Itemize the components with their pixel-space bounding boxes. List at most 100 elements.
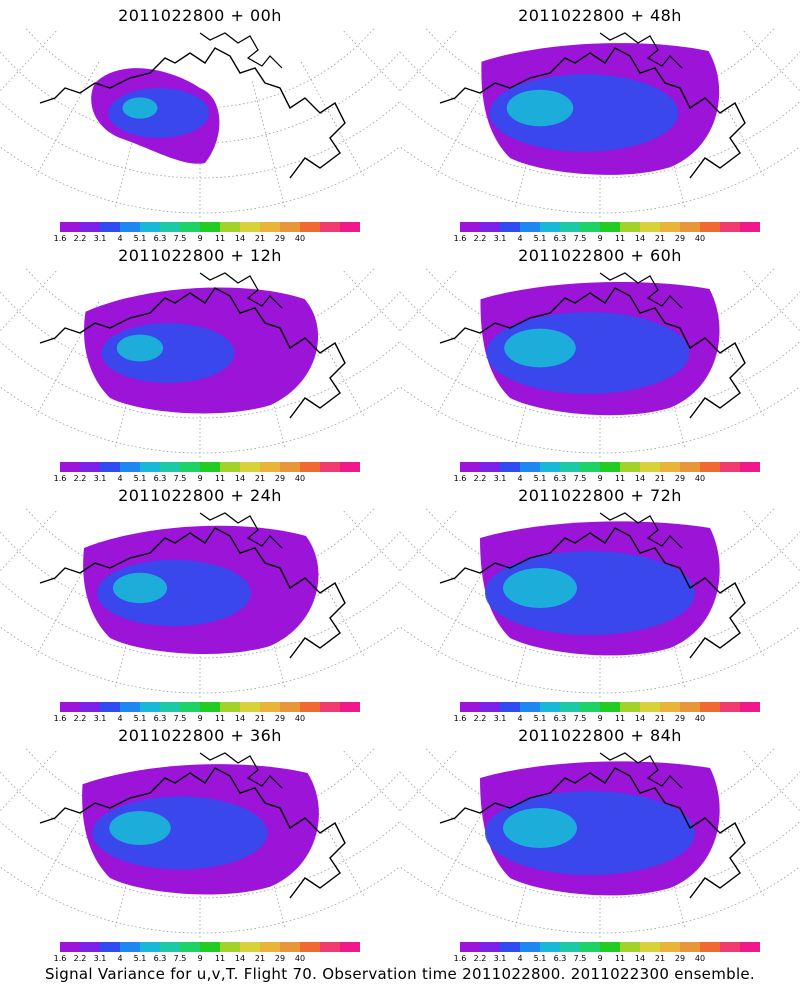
- coastline: [439, 47, 746, 179]
- colorbar-tick-label: 21: [654, 234, 666, 243]
- colorbar-tick-label: 29: [674, 714, 686, 723]
- coastline-islands: [199, 752, 283, 789]
- colorbar-segment: [80, 462, 100, 472]
- colorbar-tick-label: 9: [597, 954, 603, 963]
- map-panel: 2011022800 + 00h 1.6 2.2 3.1 4 5.1 6.3 7.5 9 11 14…: [0, 0, 400, 243]
- colorbar-segment: [320, 942, 340, 952]
- colorbar: [60, 942, 360, 952]
- colorbar-segment: [280, 942, 300, 952]
- coastline: [39, 287, 346, 419]
- colorbar-segment: [460, 942, 480, 952]
- variance-contour-high: [503, 808, 577, 848]
- colorbar-segment: [520, 702, 540, 712]
- colorbar-tick-label: 4: [517, 474, 523, 483]
- variance-field: [82, 764, 319, 895]
- colorbar-segment: [640, 462, 660, 472]
- colorbar-tick-label: 7.5: [573, 234, 587, 243]
- colorbar-segment: [500, 702, 520, 712]
- coastline-islands: [199, 32, 283, 69]
- colorbar-segment: [700, 462, 720, 472]
- colorbar-tick-label: 6.3: [553, 954, 567, 963]
- colorbar-tick-label: 11: [614, 234, 626, 243]
- colorbar-tick-label: 1.6: [453, 234, 467, 243]
- variance-contour-high: [503, 568, 577, 608]
- colorbar-segment: [200, 222, 220, 232]
- colorbar-tick-label: 9: [197, 954, 203, 963]
- colorbar-segment: [120, 942, 140, 952]
- colorbar-tick-label: 2.2: [73, 474, 87, 483]
- coastline: [439, 527, 746, 659]
- colorbar-tick-label: 7.5: [173, 714, 187, 723]
- colorbar-segment: [300, 462, 320, 472]
- colorbar-segment: [740, 462, 760, 472]
- colorbar-segment: [260, 942, 280, 952]
- colorbar-segment: [260, 702, 280, 712]
- colorbar-tick-label: 1.6: [53, 954, 67, 963]
- colorbar: [460, 942, 760, 952]
- colorbar-tick-label: 5.1: [533, 234, 547, 243]
- variance-field: [91, 68, 220, 164]
- colorbar-segment: [560, 942, 580, 952]
- colorbar-segment: [480, 942, 500, 952]
- colorbar-segment: [220, 462, 240, 472]
- colorbar-tick-label: 7.5: [173, 954, 187, 963]
- colorbar-labels: 1.6 2.2 3.1 4 5.1 6.3 7.5 9 11 14 21 29 40: [54, 954, 360, 966]
- colorbar-segment: [640, 702, 660, 712]
- colorbar-tick-label: 3.1: [493, 954, 507, 963]
- colorbar-tick-label: 1.6: [53, 474, 67, 483]
- colorbar-tick-label: 21: [654, 474, 666, 483]
- colorbar-tick-label: 29: [274, 954, 286, 963]
- colorbar-tick-label: 9: [597, 714, 603, 723]
- map-panel: 2011022800 + 72h 1.6 2.2 3.1 4 5.1 6.3 7.5 9 11 14…: [400, 480, 800, 723]
- colorbar-tick-label: 5.1: [133, 474, 147, 483]
- colorbar-segment: [160, 702, 180, 712]
- variance-contour-high: [113, 572, 167, 604]
- colorbar-tick-label: 21: [654, 954, 666, 963]
- colorbar-segment: [740, 222, 760, 232]
- colorbar-segment: [480, 222, 500, 232]
- colorbar-tick-label: 21: [654, 714, 666, 723]
- colorbar-segment: [340, 222, 360, 232]
- map-panel: 2011022800 + 84h 1.6 2.2 3.1 4 5.1 6.3 7.5 9 11 14…: [400, 720, 800, 963]
- colorbar-segment: [640, 942, 660, 952]
- colorbar-tick-label: 4: [517, 714, 523, 723]
- colorbar-segment: [80, 702, 100, 712]
- colorbar-tick-label: 40: [294, 714, 306, 723]
- colorbar-tick-label: 3.1: [493, 234, 507, 243]
- colorbar-segment: [720, 702, 740, 712]
- colorbar-segment: [320, 222, 340, 232]
- colorbar-segment: [280, 702, 300, 712]
- colorbar-segment: [140, 462, 160, 472]
- colorbar-tick-label: 6.3: [153, 234, 167, 243]
- map-panel: 2011022800 + 60h 1.6 2.2 3.1 4 5.1 6.3 7.5 9 11 14…: [400, 240, 800, 483]
- colorbar-segment: [220, 942, 240, 952]
- colorbar-segment: [620, 462, 640, 472]
- colorbar-tick-label: 11: [214, 714, 226, 723]
- colorbar-segment: [500, 222, 520, 232]
- colorbar-segment: [160, 462, 180, 472]
- colorbar-tick-label: 1.6: [53, 714, 67, 723]
- panel-title: 2011022800 + 72h: [518, 486, 682, 505]
- colorbar-segment: [520, 942, 540, 952]
- colorbar-tick-label: 29: [274, 474, 286, 483]
- polar-map: [0, 28, 400, 218]
- panel-title: 2011022800 + 24h: [118, 486, 282, 505]
- colorbar-tick-label: 3.1: [493, 714, 507, 723]
- colorbar-segment: [660, 462, 680, 472]
- coastline: [439, 767, 746, 899]
- colorbar-segment: [180, 222, 200, 232]
- colorbar-segment: [560, 222, 580, 232]
- colorbar-tick-label: 11: [214, 234, 226, 243]
- variance-contour-high: [122, 97, 158, 119]
- colorbar-tick-label: 14: [234, 954, 246, 963]
- colorbar-segment: [580, 222, 600, 232]
- polar-map: [400, 28, 800, 218]
- colorbar-segment: [180, 942, 200, 952]
- colorbar: [460, 462, 760, 472]
- polar-map: [0, 748, 400, 938]
- colorbar-tick-label: 4: [117, 234, 123, 243]
- colorbar-segment: [660, 222, 680, 232]
- variance-contour-mid: [108, 88, 210, 138]
- colorbar-segment: [220, 222, 240, 232]
- colorbar-tick-label: 3.1: [93, 714, 107, 723]
